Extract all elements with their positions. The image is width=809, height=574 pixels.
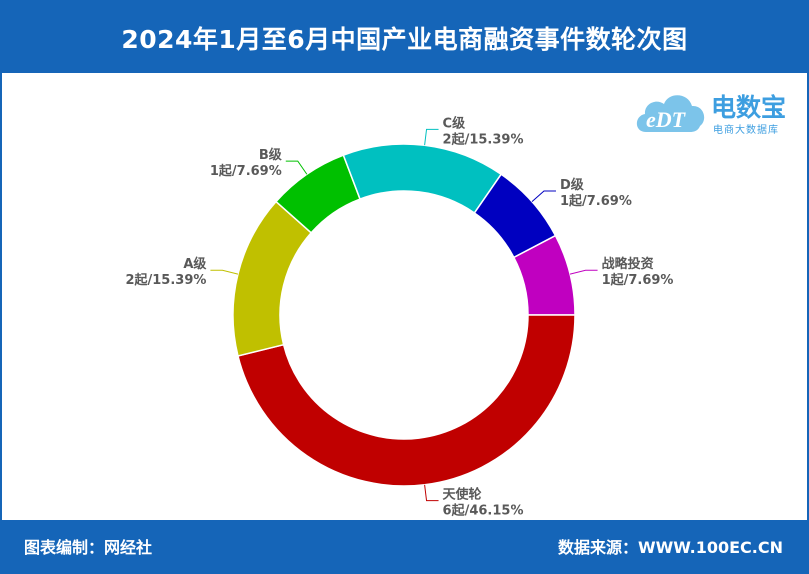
slice-name-label: D级 bbox=[560, 177, 585, 193]
slice-name-label: 战略投资 bbox=[602, 256, 654, 272]
slice-name-label: C级 bbox=[443, 115, 467, 131]
logo: eDT 电数宝 电商大数据库 bbox=[632, 82, 802, 142]
slice-value-label: 6起/46.15% bbox=[443, 503, 524, 519]
leader-lines bbox=[210, 128, 598, 502]
donut-slices bbox=[232, 143, 576, 487]
chart-title: 2024年1月至6月中国产业电商融资事件数轮次图 bbox=[121, 24, 688, 54]
slice-value-label: 2起/15.39% bbox=[443, 131, 524, 147]
slice-6 bbox=[473, 173, 557, 259]
slice-5 bbox=[342, 143, 503, 214]
leader-line-5 bbox=[424, 128, 439, 146]
chart-header: 2024年1月至6月中国产业电商融资事件数轮次图 bbox=[2, 2, 807, 73]
slice-3 bbox=[232, 200, 313, 357]
slice-2 bbox=[237, 314, 576, 487]
slice-value-label: 2起/15.39% bbox=[125, 272, 206, 288]
leader-line-4 bbox=[285, 160, 308, 175]
leader-line-2 bbox=[424, 484, 439, 502]
slice-name-label: B级 bbox=[259, 147, 283, 163]
logo-subtitle: 电商大数据库 bbox=[713, 125, 779, 136]
slice-value-label: 1起/7.69% bbox=[560, 193, 632, 209]
slice-value-label: 1起/7.69% bbox=[602, 272, 674, 288]
leader-line-3 bbox=[210, 269, 239, 275]
leader-line-1 bbox=[569, 269, 598, 275]
logo-mark: eDT bbox=[646, 107, 687, 132]
slice-name-label: 天使轮 bbox=[443, 487, 482, 503]
footer-editor: 图表编制：网经社 bbox=[24, 538, 153, 557]
slice-name-label: A级 bbox=[183, 256, 207, 272]
logo-brand: 电数宝 bbox=[711, 93, 787, 122]
chart-footer: 图表编制：网经社 数据来源：WWW.100EC.CN bbox=[2, 520, 807, 572]
slice-value-label: 1起/7.69% bbox=[210, 163, 282, 179]
slice-labels: 战略投资1起/7.69%天使轮6起/46.15%A级2起/15.39%B级1起/… bbox=[125, 115, 673, 518]
footer-source: 数据来源：WWW.100EC.CN bbox=[557, 538, 783, 557]
leader-line-6 bbox=[531, 190, 556, 202]
cloud-logo-icon: eDT bbox=[636, 95, 705, 132]
